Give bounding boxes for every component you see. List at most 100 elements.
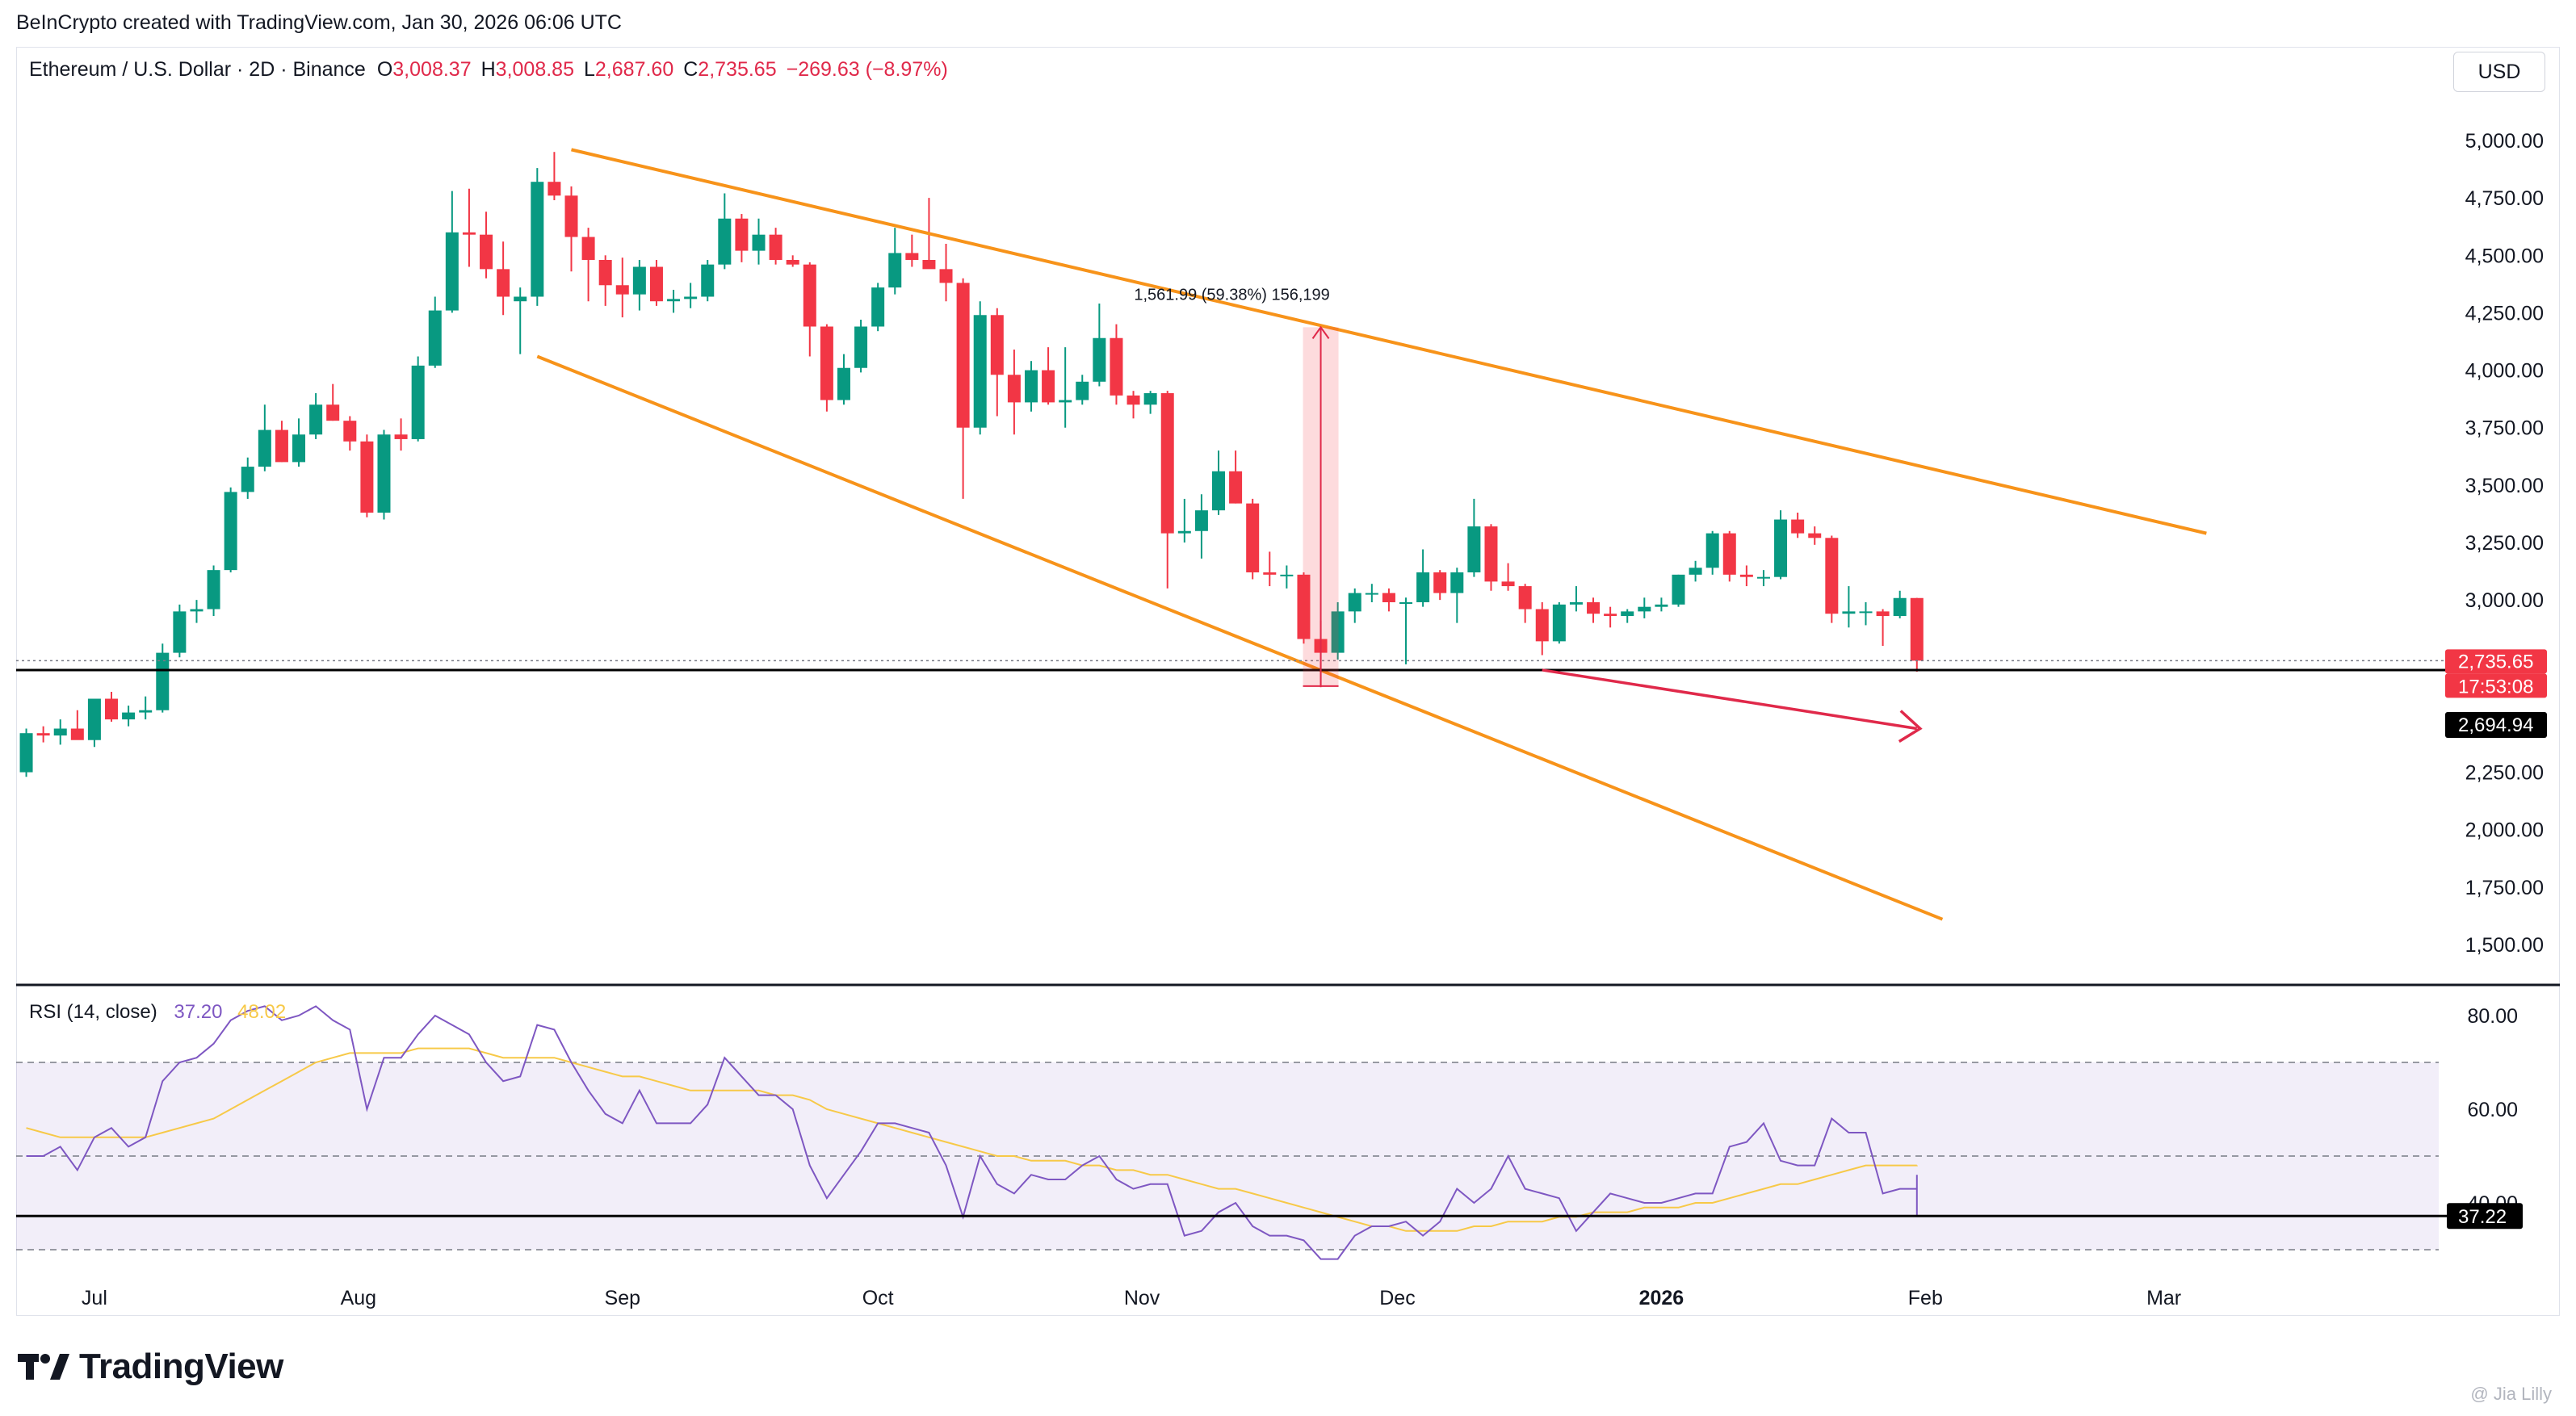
candle-body <box>514 296 527 302</box>
projection-arrowhead-icon <box>1898 710 1923 743</box>
candle-body <box>1416 572 1430 602</box>
last-price-badge <box>2445 649 2547 674</box>
candle-body <box>1689 568 1702 575</box>
time-tick-label: Oct <box>862 1287 894 1309</box>
high-value: 3,008.85 <box>495 58 574 81</box>
candle-body <box>684 296 698 300</box>
candle-body <box>1433 572 1447 593</box>
price-tick-label: 4,000.00 <box>2465 360 2544 383</box>
candle-body <box>1143 393 1157 405</box>
tradingview-logo-icon <box>18 1354 69 1380</box>
candle-body <box>973 315 987 428</box>
tradingview-wordmark: TradingView <box>79 1347 283 1386</box>
candle-body <box>1024 370 1038 403</box>
rsi-value: 37.20 <box>174 1001 223 1023</box>
price-tick-label: 3,500.00 <box>2465 475 2544 497</box>
candle-body <box>292 434 306 463</box>
candle-body <box>105 698 119 720</box>
candle-body <box>1365 593 1378 595</box>
candle-body <box>888 253 902 288</box>
candle-body <box>377 434 391 513</box>
support-price-badge <box>2445 711 2547 738</box>
open-label: O <box>376 58 393 81</box>
price-tick-label: 4,750.00 <box>2465 187 2544 210</box>
candle-body <box>820 326 833 400</box>
candle-body <box>1331 611 1345 653</box>
candle-body <box>1280 574 1294 576</box>
price-tick-label: 4,250.00 <box>2465 302 2544 325</box>
candle-body <box>1705 533 1719 568</box>
candle-body <box>1739 574 1753 577</box>
candle-body <box>1859 611 1873 614</box>
rsi-last-badge <box>2447 1203 2523 1230</box>
low-label: L <box>584 58 595 81</box>
change-value: −269.63 (−8.97%) <box>786 58 948 81</box>
candle-body <box>53 728 67 736</box>
candle-body <box>36 733 50 736</box>
candle-body <box>1467 526 1481 572</box>
candle-body <box>1177 530 1191 534</box>
time-tick-label: Nov <box>1124 1287 1160 1309</box>
price-tick-label: 4,500.00 <box>2465 245 2544 267</box>
candle-body <box>1076 381 1089 400</box>
candle-body <box>207 570 220 610</box>
candle-body <box>735 218 749 251</box>
candle-body <box>1638 606 1651 612</box>
candle-body <box>990 315 1004 375</box>
candle-body <box>1842 611 1856 614</box>
chart-frame <box>16 47 2560 1316</box>
candle-body <box>1552 604 1566 642</box>
candle-body <box>1808 533 1822 538</box>
candle-body <box>1160 393 1174 534</box>
candle-body <box>632 266 646 295</box>
candle-body <box>1484 526 1498 582</box>
candle-body <box>581 237 595 260</box>
candle-body <box>1382 593 1395 602</box>
currency-button[interactable]: USD <box>2453 52 2545 92</box>
time-tick-label: 2026 <box>1639 1287 1684 1309</box>
time-tick-label: Feb <box>1908 1287 1943 1309</box>
candle-body <box>428 310 442 366</box>
rsi-ma-line <box>26 1047 1918 1232</box>
candle-body <box>1501 581 1515 587</box>
candle-body <box>1110 337 1123 396</box>
candle-body <box>275 429 288 463</box>
candle-body <box>905 253 919 260</box>
price-tick-label: 3,250.00 <box>2465 532 2544 555</box>
candle-body <box>939 269 953 283</box>
candle-body <box>70 728 84 740</box>
candle-body <box>1126 395 1140 405</box>
candle-body <box>1093 337 1106 382</box>
candle-body <box>445 232 459 311</box>
candle-body <box>309 404 323 435</box>
rsi-ma-value: 48.02 <box>237 1001 287 1023</box>
close-value: 2,735.65 <box>698 58 777 81</box>
support-price-label: 2,694.94 <box>2458 714 2533 736</box>
candle-body <box>224 492 237 571</box>
candle-body <box>1893 597 1907 617</box>
candle-body <box>769 234 782 260</box>
candle-body <box>1672 574 1685 605</box>
tradingview-logo[interactable]: TradingView <box>18 1347 283 1387</box>
candle-body <box>462 232 476 235</box>
candle-body <box>1194 510 1208 531</box>
candle-body <box>394 434 408 439</box>
candle-body <box>1910 597 1924 661</box>
symbol-title[interactable]: Ethereum / U.S. Dollar · 2D · Binance <box>29 58 366 81</box>
candle-body <box>803 264 816 327</box>
high-label: H <box>480 58 496 81</box>
rsi-legend: RSI (14, close) 37.20 48.02 <box>29 1001 286 1024</box>
projection-arrow-line <box>1542 668 1918 731</box>
candle-body <box>87 698 101 740</box>
candle-body <box>531 182 544 297</box>
low-value: 2,687.60 <box>594 58 674 81</box>
candle-body <box>480 234 493 270</box>
candle-body <box>1756 576 1770 579</box>
candle-body <box>19 733 33 773</box>
candle-body <box>1587 601 1601 614</box>
rsi-title[interactable]: RSI (14, close) <box>29 1001 157 1023</box>
candle-body <box>1263 572 1277 575</box>
candle-body <box>190 609 203 612</box>
candle-body <box>649 266 663 302</box>
author-watermark: @ Jia Lilly <box>2470 1384 2552 1404</box>
